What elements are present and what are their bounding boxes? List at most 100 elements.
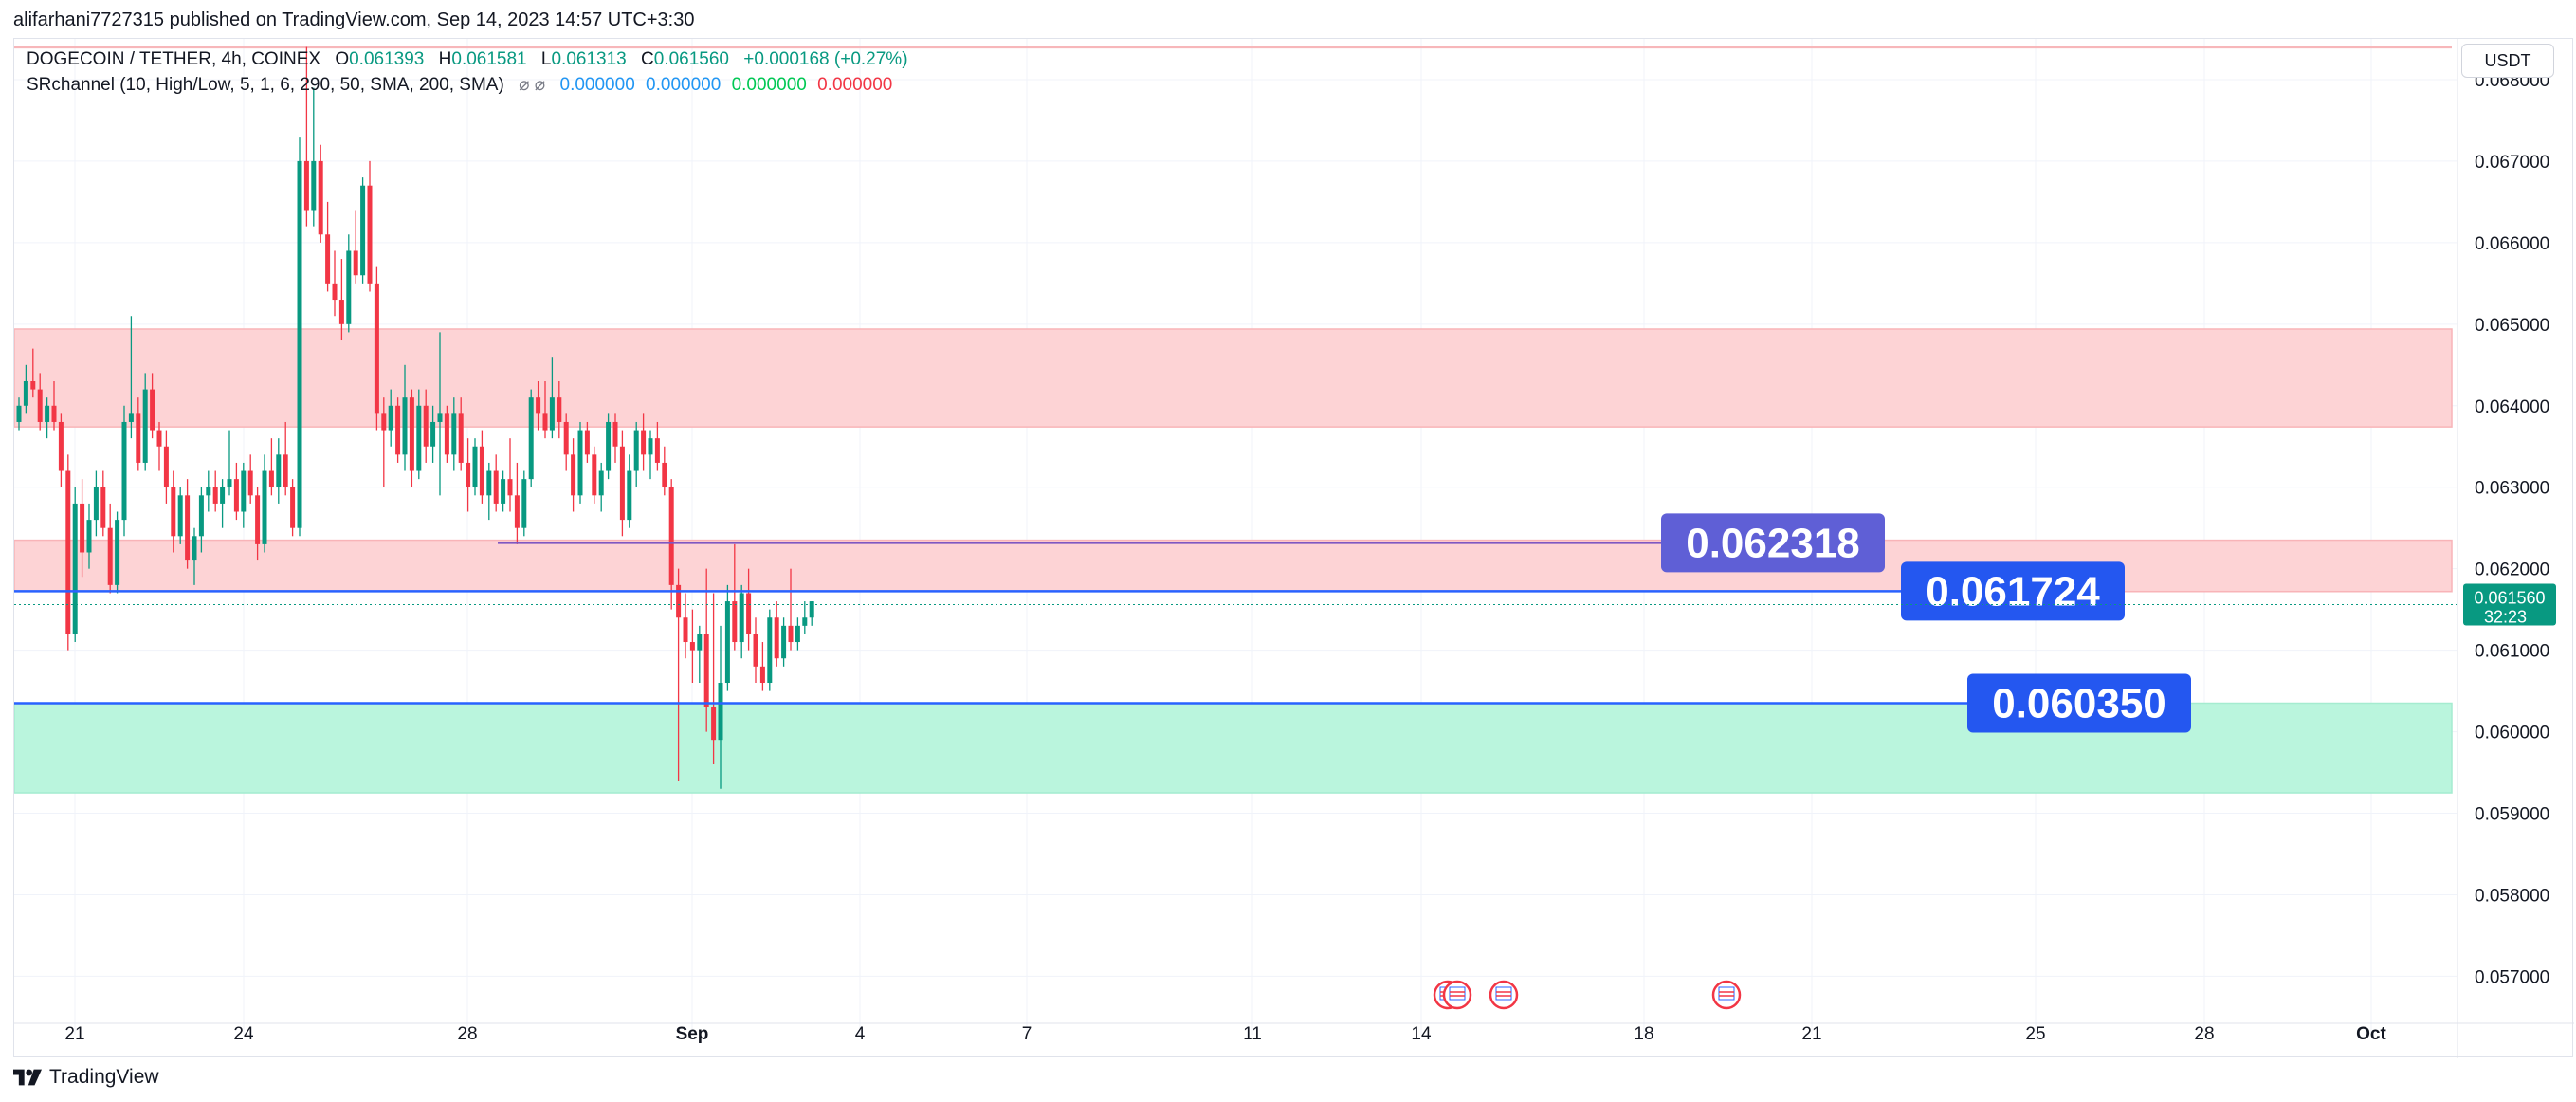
candle-body <box>689 642 695 651</box>
candle-body <box>325 234 331 284</box>
indicator-visibility-icon[interactable]: ⌀ ⌀ <box>519 75 546 95</box>
candle-body <box>676 584 682 618</box>
candle-body <box>444 413 449 455</box>
y-tick-label: 0.067000 <box>2475 153 2549 173</box>
candle-body <box>416 405 422 471</box>
candle-body <box>16 405 22 422</box>
candle-body <box>233 479 239 512</box>
candle-body <box>332 283 338 301</box>
candle-body <box>241 470 247 512</box>
candle-body <box>598 470 604 496</box>
x-tick-label: 11 <box>1243 1024 1262 1044</box>
flag-icon-body <box>1718 986 1735 1001</box>
level-label-box <box>1967 673 2191 733</box>
y-tick-label: 0.059000 <box>2475 805 2549 825</box>
candle-body <box>557 397 562 422</box>
candle-body <box>697 634 703 651</box>
price-change: +0.000168 (+0.27%) <box>743 49 908 69</box>
candle-body <box>198 495 204 537</box>
symbol-legend: DOGECOIN / TETHER, 4h, COINEX O0.061393 … <box>27 49 918 70</box>
candle-body <box>739 593 744 643</box>
candle-body <box>466 462 471 487</box>
candle-body <box>718 683 723 741</box>
candle-body <box>521 479 527 528</box>
y-tick-label: 0.065000 <box>2475 316 2549 336</box>
x-tick-label: 21 <box>1801 1024 1821 1044</box>
candle-body <box>458 413 464 463</box>
candle-body <box>185 495 191 561</box>
candle-body <box>507 479 513 496</box>
candle-body <box>437 413 443 422</box>
y-tick-label: 0.057000 <box>2475 967 2549 987</box>
ohlc-low: L0.061313 <box>540 49 627 69</box>
candle-body <box>536 397 541 414</box>
candle-body <box>514 495 520 528</box>
candle-body <box>51 405 57 422</box>
candle-body <box>683 617 688 643</box>
candle-body <box>571 454 576 496</box>
candle-body <box>192 536 197 561</box>
level-label: 0.062318 <box>1686 520 1860 566</box>
candle-body <box>746 593 752 634</box>
y-tick-label: 0.061000 <box>2475 642 2549 662</box>
resistance-zone <box>14 328 2453 428</box>
flag-icon-body <box>1449 986 1466 1001</box>
candle-body <box>395 405 401 455</box>
candle-body <box>283 454 288 487</box>
ohlc-high: H0.061581 <box>438 49 527 69</box>
y-tick-label: 0.064000 <box>2475 397 2549 417</box>
candle-body <box>732 601 738 643</box>
candle-body <box>641 430 647 455</box>
candle-body <box>774 617 779 659</box>
candle-body <box>311 160 317 211</box>
x-tick-label: 28 <box>2194 1024 2214 1044</box>
candle-body <box>388 405 393 431</box>
indicator-value-3: 0.000000 <box>731 75 807 95</box>
candle-body <box>759 666 765 684</box>
candle-body <box>23 380 28 406</box>
candle-body <box>627 470 632 521</box>
candle-body <box>353 250 358 276</box>
countdown-label: 32:23 <box>2484 607 2527 626</box>
candle-body <box>303 160 309 211</box>
candle-body <box>654 438 660 463</box>
candle-body <box>150 389 155 431</box>
candle-body <box>788 625 794 643</box>
candle-body <box>501 479 506 504</box>
candle-body <box>542 413 548 431</box>
candle-body <box>100 487 106 528</box>
candle-body <box>367 185 373 284</box>
y-tick-label: 0.058000 <box>2475 886 2549 906</box>
candlestick-chart[interactable]: 0.057000 0.058000 0.059000 0.060000 0.061000… <box>14 39 2574 1058</box>
candle-body <box>486 470 492 496</box>
candle-body <box>767 617 773 684</box>
candle-body <box>262 470 267 544</box>
candle-body <box>177 495 183 537</box>
candle-body <box>107 527 113 585</box>
symbol-name[interactable]: DOGECOIN / TETHER, 4h, COINEX <box>27 49 321 69</box>
x-tick-label: 25 <box>2025 1024 2045 1044</box>
currency-selector[interactable]: USDT <box>2461 44 2554 78</box>
x-tick-label: Sep <box>676 1024 709 1044</box>
candle-body <box>247 470 253 496</box>
publisher-attribution: alifarhani7727315 published on TradingVi… <box>13 9 695 30</box>
chart-pane[interactable]: 0.057000 0.058000 0.059000 0.060000 0.061000… <box>13 38 2574 1058</box>
candle-body <box>528 397 534 480</box>
flag-icon-body <box>1495 986 1512 1001</box>
level-label-box <box>1661 513 1885 573</box>
candle-body <box>402 397 408 455</box>
candle-body <box>163 446 169 487</box>
candle-body <box>227 479 232 487</box>
candle-body <box>493 470 499 504</box>
x-tick-label: Oct <box>2356 1024 2386 1044</box>
y-tick-label: 0.063000 <box>2475 479 2549 499</box>
candle-body <box>409 397 414 471</box>
candle-body <box>648 438 653 455</box>
indicator-name[interactable]: SRchannel (10, High/Low, 5, 1, 6, 290, 5… <box>27 75 504 95</box>
candle-body <box>592 454 597 496</box>
candle-body <box>577 430 583 496</box>
candle-body <box>633 430 639 471</box>
x-tick-label: 7 <box>1022 1024 1032 1044</box>
candle-body <box>563 421 569 455</box>
candle-body <box>724 601 730 684</box>
